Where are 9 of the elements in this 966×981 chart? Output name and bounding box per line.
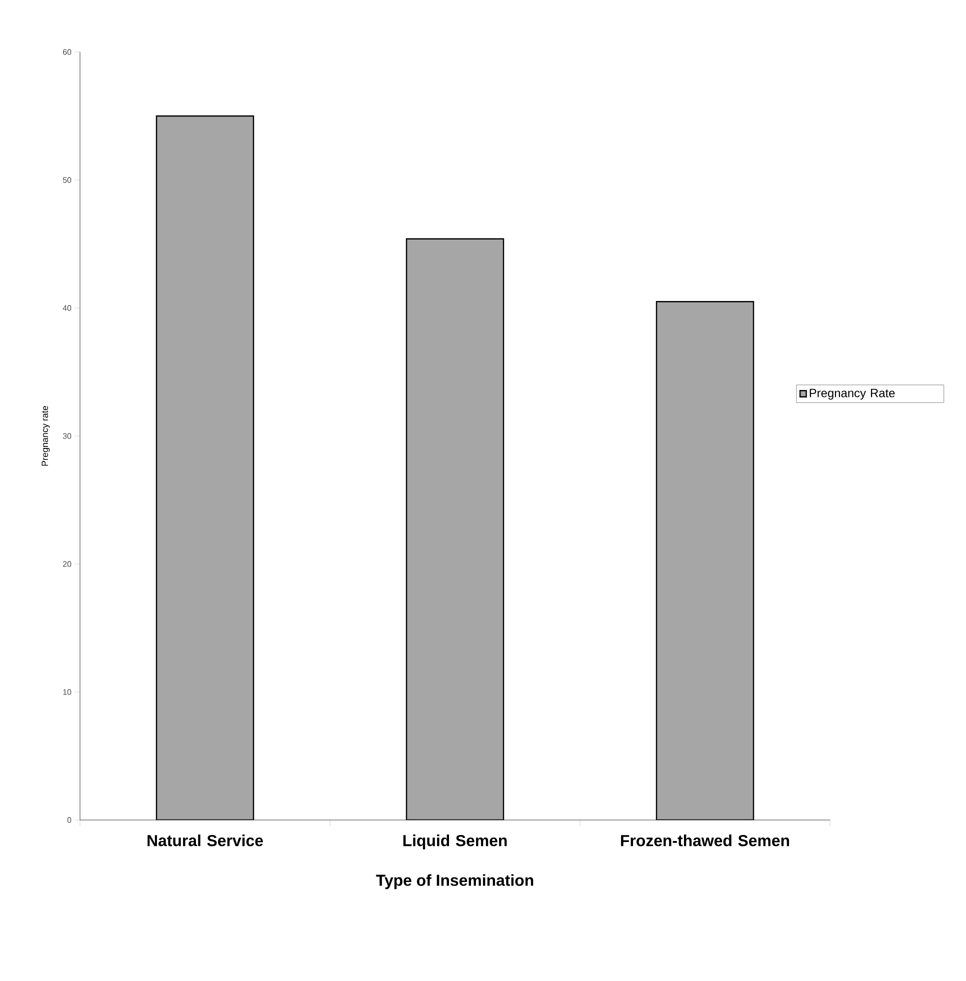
- bar: [656, 301, 754, 820]
- x-axis-title: Type of Insemination: [376, 874, 534, 890]
- legend-label: Pregnancy Rate: [810, 388, 895, 400]
- bar: [406, 238, 504, 820]
- bar: [156, 115, 254, 820]
- x-tick-label: Liquid Semen: [403, 834, 507, 850]
- x-tick-label: Frozen-thawed Semen: [621, 834, 790, 846]
- y-axis-title: Pregnancy rate: [42, 406, 50, 466]
- x-tick-label: Natural Service: [148, 834, 263, 846]
